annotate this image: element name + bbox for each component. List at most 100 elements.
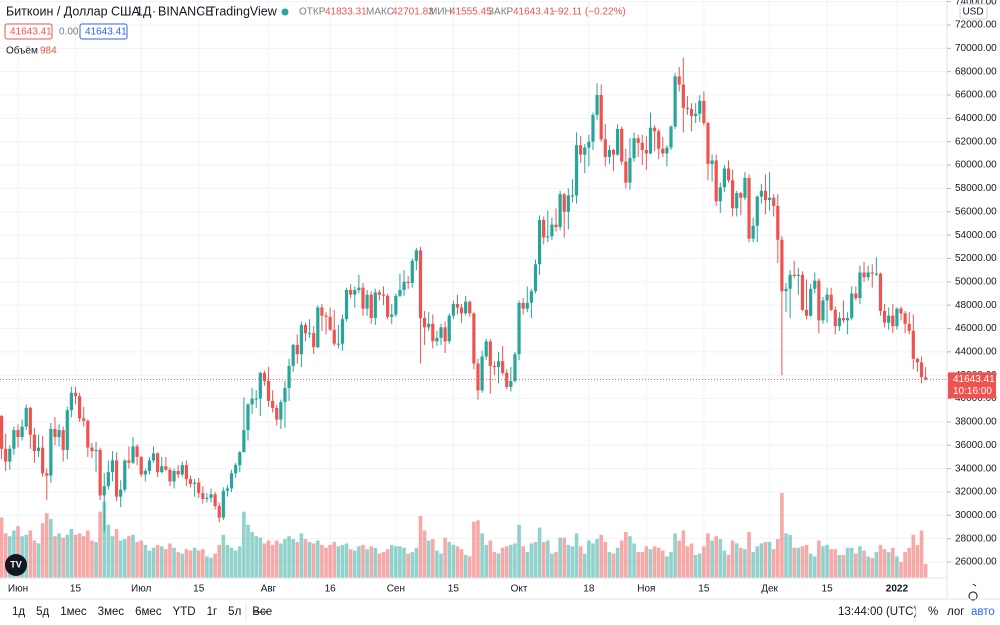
range-button[interactable]: 1д xyxy=(12,606,25,618)
auto-toggle[interactable]: авто xyxy=(971,606,995,618)
volume-bar xyxy=(476,520,480,578)
y-tick-label: 62000.00 xyxy=(955,136,997,147)
candle-body xyxy=(262,372,267,382)
volume-bar xyxy=(636,552,640,578)
volume-bar xyxy=(500,547,505,578)
volume-bar xyxy=(365,549,369,578)
volume-bar xyxy=(513,543,517,578)
candle-body xyxy=(616,128,620,155)
range-button[interactable]: 1мес xyxy=(60,606,87,618)
currency-button[interactable] xyxy=(959,3,988,20)
candle-body xyxy=(809,288,813,316)
range-button[interactable]: 5д xyxy=(36,606,49,618)
x-tick-label: 15 xyxy=(698,584,710,595)
candle-body xyxy=(94,449,98,452)
volume-bar xyxy=(903,552,907,578)
clock[interactable]: 13:44:00 (UTC) xyxy=(838,606,917,618)
change: −92.11 (−0.22%) xyxy=(552,7,626,18)
volume-bar xyxy=(718,539,723,578)
candle-body xyxy=(743,177,747,198)
volume-bar xyxy=(611,553,616,578)
candle-body xyxy=(546,236,550,238)
volume-bar xyxy=(164,549,168,578)
candle-body xyxy=(537,219,542,265)
candle-body xyxy=(139,456,143,475)
candle-body xyxy=(287,365,291,389)
candle-body xyxy=(172,470,176,482)
candle-body xyxy=(106,472,110,487)
candle-body xyxy=(706,123,710,164)
candle-body xyxy=(644,149,648,154)
volume-bar xyxy=(882,549,887,578)
candle-body xyxy=(312,333,316,348)
logo[interactable] xyxy=(5,554,27,576)
candle-body xyxy=(583,147,587,155)
candle-body xyxy=(907,323,911,331)
candle-body xyxy=(160,466,164,473)
range-button[interactable]: YTD xyxy=(173,606,196,618)
percent-toggle[interactable]: % xyxy=(928,606,938,618)
volume-bar xyxy=(127,536,131,578)
candle-body xyxy=(747,177,751,239)
candle-body xyxy=(702,100,706,124)
volume-bar xyxy=(582,553,587,578)
volume-bar xyxy=(16,526,20,578)
volume-bar xyxy=(771,549,776,578)
candle-body xyxy=(16,430,20,438)
candle-body xyxy=(784,288,788,292)
range-button[interactable]: 5л xyxy=(228,606,241,618)
volume-bar xyxy=(394,546,398,578)
y-tick-label: 50000.00 xyxy=(955,276,997,287)
volume-bar xyxy=(28,530,33,578)
candle-body xyxy=(164,466,168,470)
volume-bar xyxy=(151,547,156,578)
candle-body xyxy=(275,407,279,420)
volume-bar xyxy=(492,552,497,578)
x-tick-label: Авг xyxy=(261,584,277,595)
volume-bar xyxy=(459,549,464,578)
candle-body xyxy=(386,295,390,317)
volume-bar xyxy=(180,553,185,578)
y-tick-label: 66000.00 xyxy=(955,90,997,101)
candle-body xyxy=(279,402,283,420)
candle-body xyxy=(65,410,69,450)
candle-body xyxy=(193,482,197,484)
volume-bar xyxy=(102,501,107,578)
volume-bar xyxy=(49,518,53,578)
volume-bar xyxy=(217,544,222,578)
volume-bar xyxy=(385,549,390,578)
candle-body xyxy=(767,197,772,201)
candle-body xyxy=(147,460,152,471)
range-button[interactable]: Все xyxy=(252,606,272,618)
volume-bar xyxy=(669,552,673,578)
volume-bar xyxy=(870,557,875,578)
candle-body xyxy=(574,145,579,196)
candle-body xyxy=(369,294,373,319)
volume-bar xyxy=(673,533,677,578)
log-toggle[interactable]: лог xyxy=(947,606,964,618)
candle-body xyxy=(796,274,800,276)
candle-body xyxy=(624,161,628,183)
y-tick-label: 52000.00 xyxy=(955,253,997,264)
volume-bar xyxy=(377,553,382,578)
candle-body xyxy=(332,329,336,344)
range-button[interactable]: 6мес xyxy=(135,606,162,618)
volume-bar xyxy=(201,549,205,578)
volume-bar xyxy=(3,533,8,578)
candle-body xyxy=(587,141,591,148)
low-value: 41555.45 xyxy=(450,7,492,18)
bid-value: 41643.41 xyxy=(10,27,52,38)
volume-bar xyxy=(624,531,628,578)
volume-bar xyxy=(209,557,213,578)
candle-body xyxy=(320,307,324,316)
candle-body xyxy=(151,453,156,461)
settings-icon[interactable] xyxy=(968,583,978,601)
volume-bar xyxy=(369,546,374,578)
range-button[interactable]: 1г xyxy=(207,606,218,618)
candle-body xyxy=(517,302,521,355)
currency[interactable]: USD xyxy=(962,7,983,18)
range-button[interactable]: 3мес xyxy=(98,606,125,618)
volume-bar xyxy=(628,536,632,578)
volume-bar xyxy=(574,533,579,578)
